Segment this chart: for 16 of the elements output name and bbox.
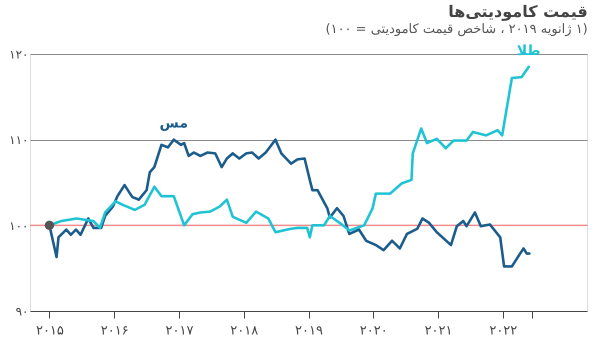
x-tick-label: ۲۰۲۲: [489, 324, 518, 338]
y-tick-label: ۱۲۰: [9, 48, 28, 62]
x-tick-label: ۲۰۱۹: [295, 324, 323, 338]
y-tick-label: ۹۰: [16, 304, 28, 318]
x-tick-label: ۲۰۱۶: [100, 324, 129, 338]
x-tick-label: ۲۰۲۰: [360, 324, 388, 338]
y-tick-label: ۱۰۰: [9, 218, 28, 233]
x-tick-label: ۲۰۱۷: [165, 324, 194, 338]
series-label: مس: [160, 116, 188, 132]
chart-subtitle: (۱ ژانویه ۲۰۱۹ ، شاخص قیمت کامودیتی = ۱۰۰): [326, 22, 588, 37]
x-tick-label: ۲۰۲۱: [424, 324, 453, 338]
y-tick-label: ۱۱۰: [9, 133, 28, 148]
x-tick-label: ۲۰۱۸: [230, 324, 258, 338]
chart-title: قیمت کامودیتی‌ها: [448, 2, 588, 21]
series-label: طلا: [516, 42, 541, 59]
x-tick-label: ۲۰۱۵: [36, 324, 64, 338]
